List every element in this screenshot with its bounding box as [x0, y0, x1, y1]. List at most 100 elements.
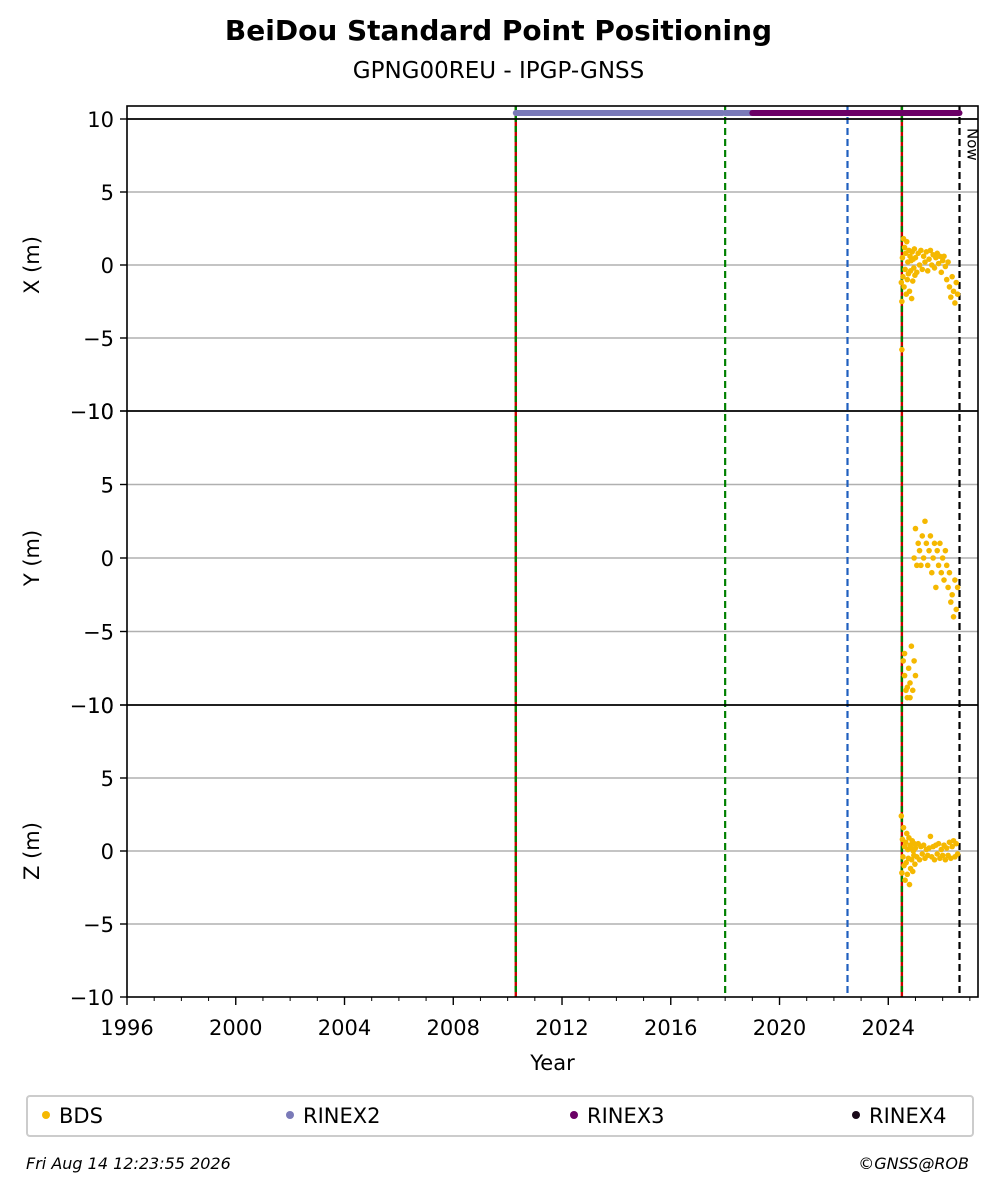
data-point-x	[908, 295, 915, 302]
data-point-x	[909, 278, 916, 284]
vline-label-now: Now	[964, 128, 982, 161]
ytick-label-x: 0	[101, 254, 114, 278]
xtick-label: 2008	[427, 1016, 480, 1040]
xtick-label: 2012	[535, 1016, 588, 1040]
data-point-y	[911, 658, 917, 664]
data-point-z	[909, 868, 916, 875]
data-point-y	[948, 599, 954, 605]
ytick-label-x: −10	[70, 400, 114, 424]
data-point-x	[927, 247, 934, 254]
legend-item-rinex4: RINEX4	[852, 1104, 947, 1128]
data-point-y	[952, 577, 958, 583]
chart-subtitle: GPNG00REU - IPGP-GNSS	[352, 58, 645, 84]
data-point-z	[900, 854, 906, 860]
data-point-x	[946, 284, 953, 290]
footer-timestamp: Fri Aug 14 12:23:55 2026	[26, 1154, 231, 1173]
data-point-y	[954, 584, 961, 591]
data-point-z	[927, 833, 934, 840]
data-point-x	[935, 260, 942, 267]
data-point-y	[901, 672, 908, 679]
data-point-y	[933, 584, 939, 591]
ytick-label-z: −5	[83, 913, 114, 937]
data-point-x	[899, 254, 906, 261]
data-point-z	[942, 856, 949, 863]
data-point-z	[931, 856, 938, 863]
data-point-y	[908, 643, 915, 649]
ytick-label-z: 5	[101, 767, 114, 791]
data-point-y	[904, 684, 911, 691]
data-point-x	[903, 238, 910, 245]
legend-item-rinex2: RINEX2	[286, 1104, 381, 1128]
data-point-y	[931, 540, 938, 547]
data-point-y	[907, 694, 913, 701]
data-point-x	[926, 256, 932, 262]
data-point-x	[941, 253, 947, 260]
data-point-y	[937, 540, 943, 547]
ytick-label-z: 10	[87, 694, 114, 718]
data-point-y	[950, 614, 957, 620]
data-point-z	[920, 842, 927, 848]
data-point-x	[937, 253, 943, 260]
data-point-z	[943, 845, 950, 851]
data-point-y	[922, 518, 928, 525]
ylabel-z: Z (m)	[20, 822, 44, 880]
data-point-x	[920, 253, 927, 260]
data-point-y	[934, 547, 941, 554]
data-point-x	[902, 266, 908, 273]
data-point-x	[906, 288, 913, 295]
ytick-label-y: −5	[83, 621, 114, 645]
xtick-label: 2024	[862, 1016, 915, 1040]
data-point-x	[901, 284, 907, 290]
legend-rinex3-label: RINEX3	[587, 1104, 665, 1128]
ytick-label-x: −5	[83, 327, 114, 351]
data-point-x	[931, 265, 938, 271]
data-point-z	[916, 856, 923, 863]
data-point-y	[907, 680, 913, 686]
ylabel-x: X (m)	[20, 236, 44, 294]
chart-canvas: 10 5 0 −5 −10 X (m) 10 5 0 −5 −10 Y (m) 10 5 0 −5 −10 Z (…	[20, 105, 982, 1075]
legend-rinex2-marker	[286, 1111, 294, 1119]
legend-item-bds: BDS	[42, 1104, 103, 1128]
data-point-y	[912, 672, 919, 679]
legend-bds-label: BDS	[59, 1104, 103, 1128]
data-point-y	[949, 591, 955, 598]
data-point-z	[953, 840, 960, 847]
data-point-x	[924, 268, 931, 274]
data-point-x	[912, 254, 919, 261]
legend: BDS RINEX2 RINEX3 RINEX4	[26, 1095, 974, 1137]
data-point-z	[900, 824, 907, 831]
footer-credit: ©GNSS@ROB	[858, 1154, 969, 1173]
legend-rinex2-label: RINEX2	[303, 1104, 381, 1128]
data-point-x	[954, 291, 961, 298]
data-point-z	[912, 861, 918, 867]
data-point-x	[950, 288, 957, 295]
data-point-z	[919, 851, 926, 857]
legend-rinex3-marker	[570, 1111, 578, 1119]
data-point-z	[939, 852, 946, 859]
data-point-z	[903, 859, 910, 866]
ylabel-y: Y (m)	[20, 530, 44, 587]
ytick-label-x: 5	[101, 181, 114, 205]
data-point-z	[906, 881, 913, 888]
data-point-x	[900, 273, 906, 280]
xtick-label: 2000	[209, 1016, 262, 1040]
data-point-x	[918, 247, 924, 254]
xtick-label: 2020	[753, 1016, 806, 1040]
data-point-y	[945, 584, 951, 591]
data-point-y	[916, 547, 923, 554]
data-point-y	[919, 533, 926, 539]
data-point-x	[899, 346, 905, 353]
data-point-y	[924, 562, 931, 569]
data-point-y	[942, 547, 949, 554]
data-point-x	[914, 269, 920, 276]
data-point-y	[935, 562, 942, 569]
data-point-x	[898, 279, 905, 286]
data-point-x	[922, 259, 928, 265]
data-point-x	[911, 265, 917, 271]
data-point-y	[900, 658, 907, 664]
data-point-z	[938, 846, 945, 853]
data-point-z	[903, 830, 910, 837]
data-point-z	[899, 870, 905, 876]
data-point-y	[939, 555, 946, 561]
data-point-x	[911, 246, 918, 252]
